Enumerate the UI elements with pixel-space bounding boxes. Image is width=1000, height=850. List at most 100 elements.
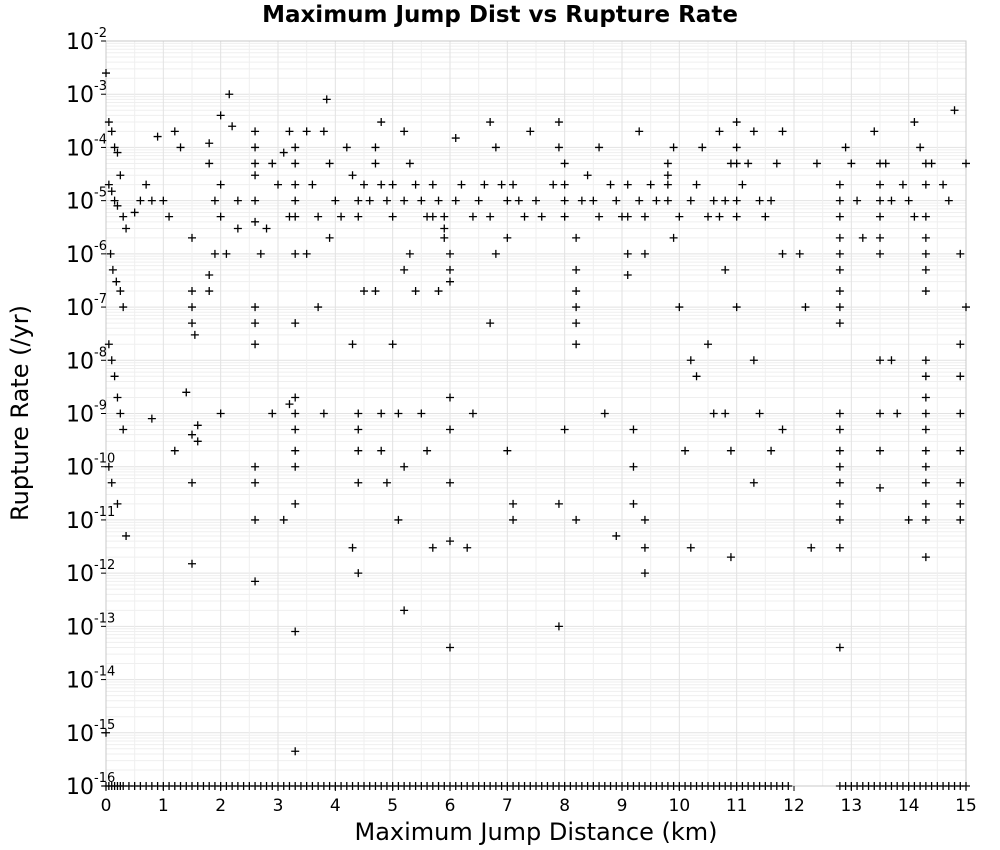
data-point	[612, 196, 621, 205]
data-point	[572, 319, 581, 328]
y-tick-label: 10-14	[66, 665, 115, 694]
data-point	[417, 409, 426, 418]
data-point	[147, 196, 156, 205]
data-point	[159, 196, 168, 205]
y-axis-ticks: 10-2 10-3 10-4 10-5 10-6 10-7 10-8 10-9 10-10 10-…	[66, 26, 115, 800]
data-point	[887, 196, 896, 205]
data-point	[216, 212, 225, 221]
data-point	[193, 437, 202, 446]
data-point	[612, 531, 621, 540]
data-point	[165, 212, 174, 221]
data-point	[778, 425, 787, 434]
data-point	[801, 303, 810, 312]
data-point	[188, 287, 196, 296]
data-point	[113, 393, 122, 402]
data-point	[921, 462, 930, 471]
data-point	[572, 303, 581, 312]
data-point	[251, 462, 260, 471]
x-tick-label: 5	[387, 796, 398, 816]
data-point	[491, 249, 500, 258]
data-point	[468, 409, 477, 418]
data-point	[669, 233, 678, 242]
data-point	[110, 372, 119, 381]
data-point	[509, 515, 518, 524]
data-point	[715, 127, 724, 136]
data-point	[119, 425, 128, 434]
data-point	[102, 728, 110, 737]
data-point	[188, 303, 196, 312]
data-point	[876, 180, 884, 189]
data-point	[107, 127, 116, 136]
data-point	[560, 180, 569, 189]
data-point	[623, 271, 632, 280]
data-point	[104, 180, 113, 189]
data-point	[675, 212, 684, 221]
data-point	[921, 478, 930, 487]
data-point	[394, 515, 403, 524]
data-point	[956, 340, 965, 349]
data-point	[698, 143, 707, 152]
data-point	[835, 287, 844, 296]
data-point	[113, 201, 122, 210]
data-point	[322, 95, 331, 104]
data-point	[417, 196, 426, 205]
data-point	[291, 180, 300, 189]
data-point	[726, 446, 735, 455]
data-point	[354, 196, 363, 205]
data-point	[921, 265, 930, 274]
data-point	[778, 127, 787, 136]
data-point	[738, 180, 747, 189]
data-point	[348, 543, 357, 552]
data-point	[921, 233, 930, 242]
y-tick-label: 10-3	[66, 79, 107, 108]
data-point	[755, 409, 764, 418]
data-point	[188, 478, 196, 487]
data-point	[686, 356, 695, 365]
data-point	[405, 159, 414, 168]
x-tick-label: 12	[783, 796, 805, 816]
data-point	[331, 196, 340, 205]
data-point	[537, 212, 546, 221]
data-point	[681, 446, 690, 455]
data-point	[921, 249, 930, 258]
data-point	[640, 515, 649, 524]
data-point	[904, 515, 913, 524]
data-point	[113, 148, 122, 157]
data-point	[876, 356, 884, 365]
data-point	[190, 330, 199, 339]
data-point	[503, 233, 512, 242]
data-point	[225, 90, 234, 99]
data-point	[939, 180, 948, 189]
data-point	[302, 249, 311, 258]
data-point	[446, 425, 454, 434]
data-point	[377, 118, 386, 127]
data-point	[319, 127, 328, 136]
data-point	[572, 233, 581, 242]
data-point	[853, 196, 862, 205]
x-tick-label: 4	[330, 796, 341, 816]
data-point	[663, 171, 672, 180]
data-point	[170, 446, 179, 455]
data-point	[233, 224, 242, 233]
data-point	[388, 212, 397, 221]
data-point	[457, 180, 466, 189]
data-point	[251, 515, 260, 524]
data-point	[721, 196, 730, 205]
data-point	[405, 249, 414, 258]
data-point	[669, 143, 678, 152]
data-point	[285, 127, 294, 136]
data-point	[216, 111, 225, 120]
data-point	[354, 569, 363, 578]
data-point	[956, 249, 965, 258]
data-point	[446, 537, 454, 546]
data-point	[704, 340, 712, 349]
data-point	[589, 196, 598, 205]
data-point	[394, 409, 403, 418]
data-point	[962, 303, 970, 312]
data-point	[122, 224, 131, 233]
data-point	[170, 127, 179, 136]
data-point	[704, 212, 712, 221]
data-point	[314, 212, 323, 221]
data-point	[205, 287, 214, 296]
data-point	[767, 196, 776, 205]
